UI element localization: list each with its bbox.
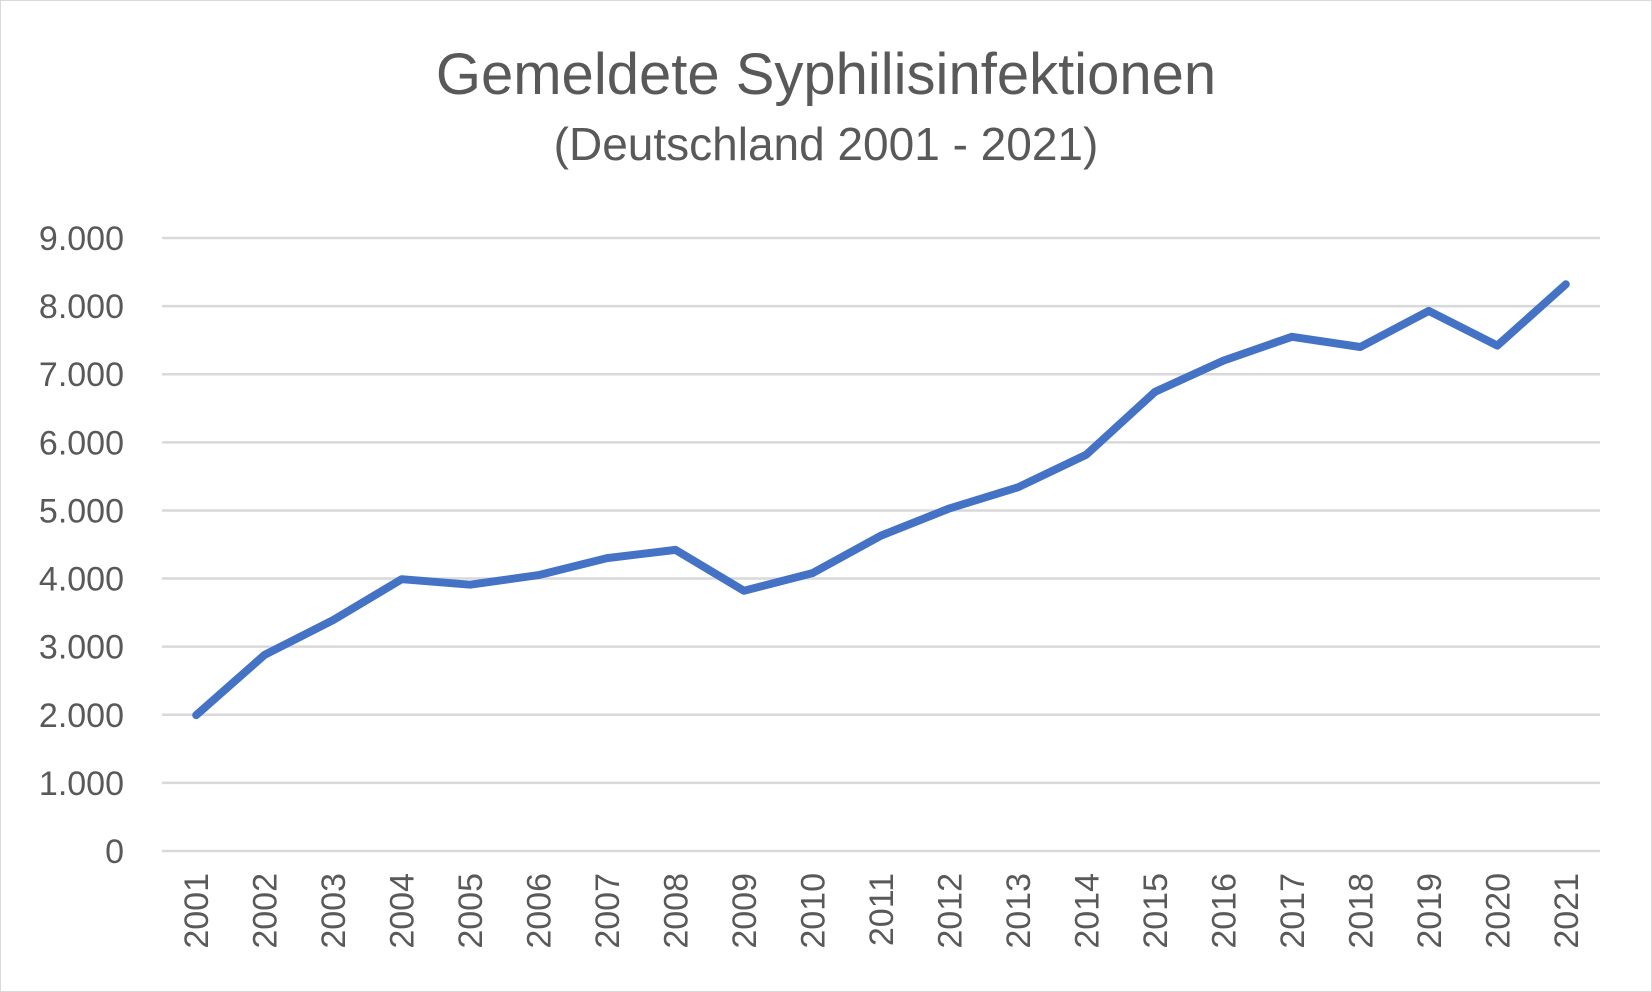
x-tick-label: 2008 bbox=[658, 873, 696, 949]
y-tick-label: 2.000 bbox=[39, 697, 124, 735]
y-tick-label: 9.000 bbox=[39, 220, 124, 258]
series-line bbox=[192, 280, 1570, 720]
x-tick-label: 2013 bbox=[1000, 873, 1038, 949]
x-axis-tick-labels: 2001 2002 2003 2004 2005 2006 2007 2008 2009 2010… bbox=[178, 873, 1586, 949]
y-tick-label: 4.000 bbox=[39, 561, 124, 599]
x-tick-label: 2004 bbox=[384, 873, 422, 949]
gridlines bbox=[162, 236, 1600, 853]
y-tick-label: 6.000 bbox=[39, 424, 124, 462]
x-tick-label: 2011 bbox=[863, 873, 901, 946]
y-tick-label: 1.000 bbox=[39, 765, 124, 803]
x-tick-label: 2012 bbox=[931, 873, 969, 949]
x-tick-label: 2002 bbox=[247, 873, 285, 949]
x-tick-label: 2015 bbox=[1137, 873, 1175, 949]
x-tick-label: 2019 bbox=[1411, 873, 1449, 949]
y-tick-label: 5.000 bbox=[39, 492, 124, 530]
x-tick-label: 2003 bbox=[315, 873, 353, 949]
series-layer bbox=[192, 280, 1570, 720]
x-tick-label: 2006 bbox=[521, 873, 559, 949]
x-tick-label: 2007 bbox=[589, 873, 627, 949]
chart-title: Gemeldete Syphilisinfektionen bbox=[435, 42, 1217, 107]
chart-subtitle: (Deutschland 2001 - 2021) bbox=[553, 118, 1099, 170]
x-tick-label: 2020 bbox=[1479, 873, 1517, 949]
y-axis-tick-labels: 0 1.000 2.000 3.000 4.000 5.000 6.000 7.000 8.00… bbox=[39, 220, 124, 871]
x-tick-label: 2010 bbox=[795, 873, 833, 949]
y-tick-label: 0 bbox=[105, 833, 124, 871]
y-tick-label: 8.000 bbox=[39, 288, 124, 326]
x-tick-label: 2021 bbox=[1548, 873, 1586, 949]
x-tick-label: 2016 bbox=[1205, 873, 1243, 949]
x-tick-label: 2001 bbox=[178, 873, 216, 949]
x-tick-label: 2018 bbox=[1342, 873, 1380, 949]
y-tick-label: 3.000 bbox=[39, 629, 124, 667]
x-tick-label: 2005 bbox=[452, 873, 490, 949]
x-tick-label: 2014 bbox=[1068, 873, 1106, 949]
x-tick-label: 2009 bbox=[726, 873, 764, 949]
y-tick-label: 7.000 bbox=[39, 356, 124, 394]
x-tick-label: 2017 bbox=[1274, 873, 1312, 949]
